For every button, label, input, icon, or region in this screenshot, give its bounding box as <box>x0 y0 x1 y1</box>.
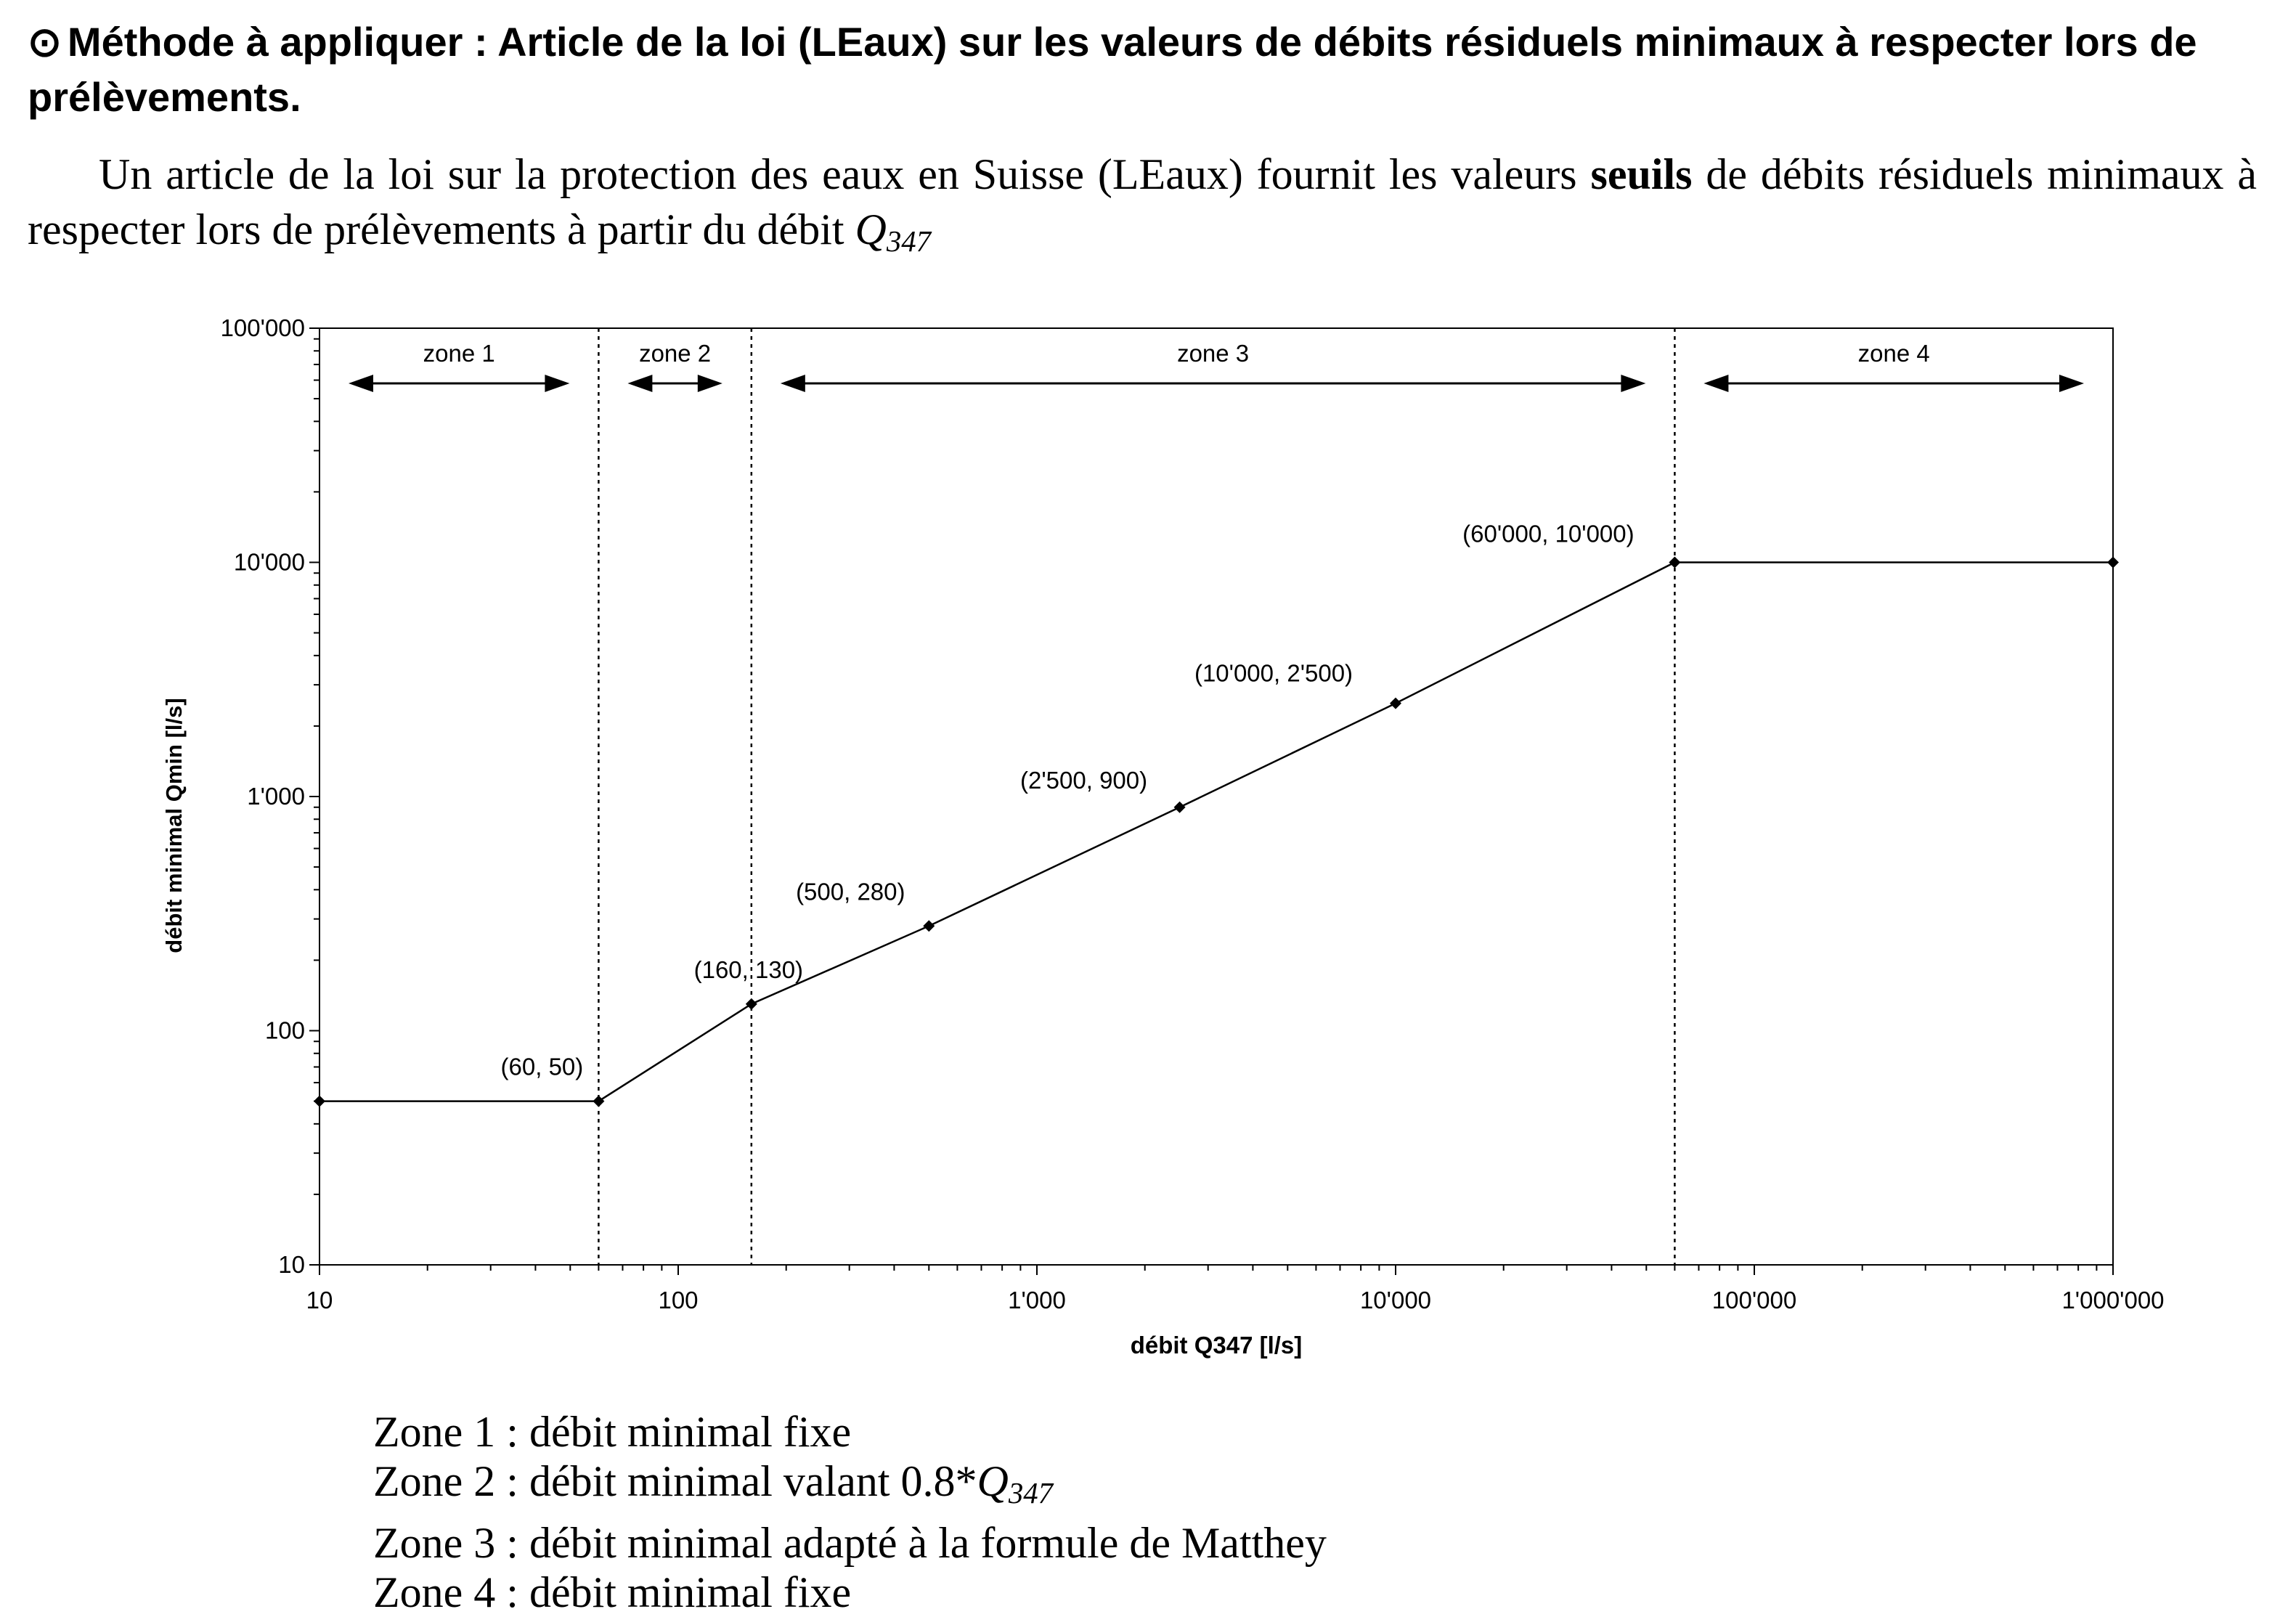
data-point-label: (60, 50) <box>501 1054 584 1080</box>
arrow-left-icon <box>780 375 805 392</box>
x-tick-label: 10 <box>306 1287 333 1313</box>
q-subscript: 347 <box>886 225 932 258</box>
y-tick-label: 100'000 <box>221 314 305 341</box>
zone-description-4: Zone 4 : débit minimal fixe <box>373 1568 2116 1617</box>
series-line <box>319 561 2113 1102</box>
q-letter: Q <box>977 1457 1009 1505</box>
y-axis-title: débit minimal Qmin [l/s] <box>161 698 187 953</box>
data-point-marker <box>593 1095 605 1107</box>
y-tick-label: 10 <box>278 1251 305 1278</box>
chart-container: 10 100 1'000 10'000 100'000 1'000'000 10 100 1'0… <box>112 288 2229 1401</box>
x-tick-label: 100 <box>658 1287 698 1313</box>
y-tick-label: 1'000 <box>247 783 305 810</box>
zone-description-list: Zone 1 : débit minimal fixe Zone 2 : déb… <box>373 1407 2116 1617</box>
zone-label: zone 1 <box>423 340 495 367</box>
radio-bullet-icon: ⊙ <box>28 19 62 65</box>
zone-label: zone 3 <box>1177 340 1249 367</box>
q347-symbol: Q347 <box>855 205 932 258</box>
zone-description-3: Zone 3 : débit minimal adapté à la formu… <box>373 1518 2116 1568</box>
arrow-right-icon <box>697 375 722 392</box>
zone-description-text: Zone 1 : débit minimal fixe <box>373 1408 852 1456</box>
arrow-right-icon <box>545 375 570 392</box>
x-tick-label: 1'000'000 <box>2061 1287 2164 1313</box>
zone-label: zone 4 <box>1858 340 1930 367</box>
zone-label: zone 2 <box>639 340 711 367</box>
intro-bold-word: seuils <box>1590 150 1693 198</box>
plot-frame <box>319 327 2114 1266</box>
x-tick-label: 10'000 <box>1360 1287 1431 1313</box>
y-tick-label: 10'000 <box>234 549 305 576</box>
data-point-label: (500, 280) <box>796 878 905 905</box>
x-tick-label: 1'000 <box>1008 1287 1066 1313</box>
q-subscript: 347 <box>1008 1477 1054 1510</box>
data-point-marker <box>1390 697 1401 709</box>
arrow-left-icon <box>1703 375 1729 392</box>
arrow-left-icon <box>349 375 373 392</box>
data-point-label: (60'000, 10'000) <box>1462 521 1634 547</box>
q347-symbol: Q347 <box>977 1457 1054 1510</box>
intro-paragraph: Un article de la loi sur la protection d… <box>28 147 2257 269</box>
zone-description-text: Zone 4 : débit minimal fixe <box>373 1568 852 1617</box>
intro-text-start: Un article de la loi sur la protection d… <box>99 150 1591 198</box>
data-point-marker <box>2107 556 2119 569</box>
x-tick-label: 100'000 <box>1712 1287 1796 1313</box>
data-point-label: (2'500, 900) <box>1020 767 1147 794</box>
residual-flow-chart: 10 100 1'000 10'000 100'000 1'000'000 10 100 1'0… <box>161 314 2165 1359</box>
data-point-marker <box>314 1095 325 1107</box>
data-point-marker <box>745 998 757 1010</box>
x-axis-title: débit Q347 [l/s] <box>1131 1332 1303 1359</box>
q-letter: Q <box>855 205 887 253</box>
y-tick-label: 100 <box>265 1017 305 1044</box>
zone-description-text: Zone 3 : débit minimal adapté à la formu… <box>373 1519 1327 1568</box>
zone-description-text: Zone 2 : débit minimal valant 0.8* <box>373 1457 977 1505</box>
intro-text-end: de débits résiduels minimaux à respecter… <box>28 150 2257 253</box>
arrow-right-icon <box>1621 375 1646 392</box>
data-point-label: (160, 130) <box>694 956 803 983</box>
data-point-marker <box>923 920 935 932</box>
zone-description-2: Zone 2 : débit minimal valant 0.8*Q347 <box>373 1457 2116 1518</box>
data-point-marker <box>1669 556 1681 569</box>
heading-text: Méthode à appliquer : Article de la loi … <box>28 19 2197 120</box>
data-point-marker <box>1173 801 1186 813</box>
data-point-label: (10'000, 2'500) <box>1194 660 1353 687</box>
arrow-right-icon <box>2059 375 2084 392</box>
section-heading: ⊙ Méthode à appliquer : Article de la loi… <box>28 15 2271 125</box>
arrow-left-icon <box>627 375 653 392</box>
zone-description-1: Zone 1 : débit minimal fixe <box>373 1407 2116 1457</box>
